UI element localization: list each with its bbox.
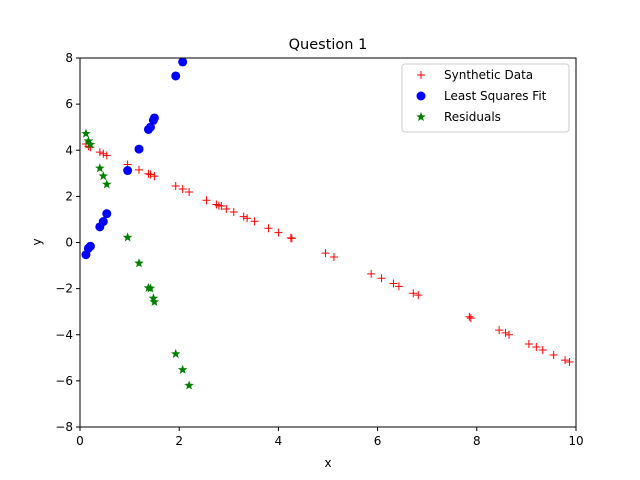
- x-tick-label: 4: [275, 434, 283, 448]
- data-point: [501, 328, 510, 337]
- data-point: [145, 283, 156, 293]
- data-point: [538, 345, 547, 354]
- data-point: [377, 274, 386, 283]
- x-tick-label: 6: [374, 434, 382, 448]
- legend-label: Residuals: [444, 110, 501, 124]
- legend-box: [401, 63, 570, 133]
- data-point: [185, 187, 194, 196]
- data-point: [95, 148, 104, 157]
- legend-marker: [416, 112, 426, 122]
- data-point: [171, 181, 180, 190]
- data-point: [367, 269, 376, 278]
- data-point: [250, 217, 259, 226]
- data-point: [495, 326, 504, 335]
- x-tick-label: 10: [568, 434, 583, 448]
- y-tick-label: −2: [55, 282, 73, 296]
- data-point: [202, 196, 211, 205]
- data-point: [178, 58, 188, 67]
- data-point: [150, 172, 159, 181]
- y-tick-label: −6: [55, 374, 73, 388]
- data-point: [178, 184, 187, 193]
- data-point: [98, 217, 108, 227]
- data-point: [466, 314, 475, 323]
- data-point: [148, 293, 159, 303]
- data-point: [505, 330, 514, 339]
- data-point: [549, 351, 558, 360]
- data-point: [184, 380, 194, 390]
- chart-title: Question 1: [289, 37, 368, 53]
- data-point: [177, 364, 188, 374]
- legend: Synthetic Data Least Squares Fit Residuals: [401, 63, 570, 133]
- data-point: [389, 279, 398, 288]
- y-axis-label: y: [30, 238, 44, 245]
- data-point: [264, 224, 273, 233]
- data-point: [217, 202, 226, 211]
- data-point: [243, 214, 252, 223]
- data-point: [465, 312, 474, 321]
- data-point: [329, 253, 338, 262]
- data-point: [414, 291, 423, 300]
- legend-label: Synthetic Data: [444, 68, 533, 82]
- data-point: [144, 169, 153, 178]
- data-point: [102, 151, 111, 160]
- data-point: [171, 71, 181, 81]
- data-point: [239, 212, 248, 221]
- series-residuals: [81, 128, 194, 390]
- data-point: [99, 149, 108, 158]
- data-layer: [81, 58, 574, 390]
- data-point: [287, 234, 296, 243]
- data-point: [229, 208, 238, 217]
- data-point: [409, 289, 418, 298]
- data-point: [321, 249, 330, 258]
- data-point: [149, 113, 159, 123]
- data-point: [98, 171, 109, 181]
- data-point: [85, 139, 96, 149]
- x-tick-label: 8: [473, 434, 481, 448]
- y-tick-label: 8: [65, 51, 73, 65]
- x-axis-label: x: [324, 456, 331, 470]
- data-point: [170, 348, 181, 358]
- data-point: [122, 232, 133, 242]
- data-point: [81, 128, 91, 138]
- data-point: [85, 241, 95, 251]
- data-point: [135, 165, 144, 174]
- series-least-squares-fit: [81, 58, 188, 260]
- y-tick-label: 2: [65, 189, 73, 203]
- y-tick-label: −8: [55, 420, 73, 434]
- x-tick-label: 2: [175, 434, 183, 448]
- data-point: [565, 357, 574, 366]
- data-point: [145, 122, 155, 132]
- plot-area: 0 2 4 6 8 10 −8 −6 −4 −2 0 2 4 6 8: [55, 51, 583, 448]
- data-point: [532, 342, 541, 351]
- data-point: [102, 209, 112, 219]
- data-point: [149, 297, 160, 307]
- data-point: [561, 356, 570, 365]
- legend-label: Least Squares Fit: [444, 89, 547, 103]
- y-tick-label: 6: [65, 97, 73, 111]
- data-point: [83, 136, 94, 146]
- data-point: [134, 258, 144, 268]
- data-point: [274, 228, 283, 237]
- data-point: [102, 179, 112, 189]
- legend-marker: [416, 91, 426, 101]
- data-point: [524, 339, 533, 348]
- data-point: [95, 163, 105, 173]
- data-point: [134, 144, 144, 154]
- data-point: [123, 166, 133, 176]
- data-point: [222, 205, 231, 214]
- x-tick-label: 0: [76, 434, 84, 448]
- legend-marker: [417, 71, 425, 79]
- y-tick-label: −4: [55, 328, 73, 342]
- y-tick-label: 0: [65, 236, 73, 250]
- series-synthetic-data: [81, 140, 574, 366]
- data-point: [146, 170, 155, 179]
- y-tick-label: 4: [65, 143, 73, 157]
- data-point: [394, 282, 403, 291]
